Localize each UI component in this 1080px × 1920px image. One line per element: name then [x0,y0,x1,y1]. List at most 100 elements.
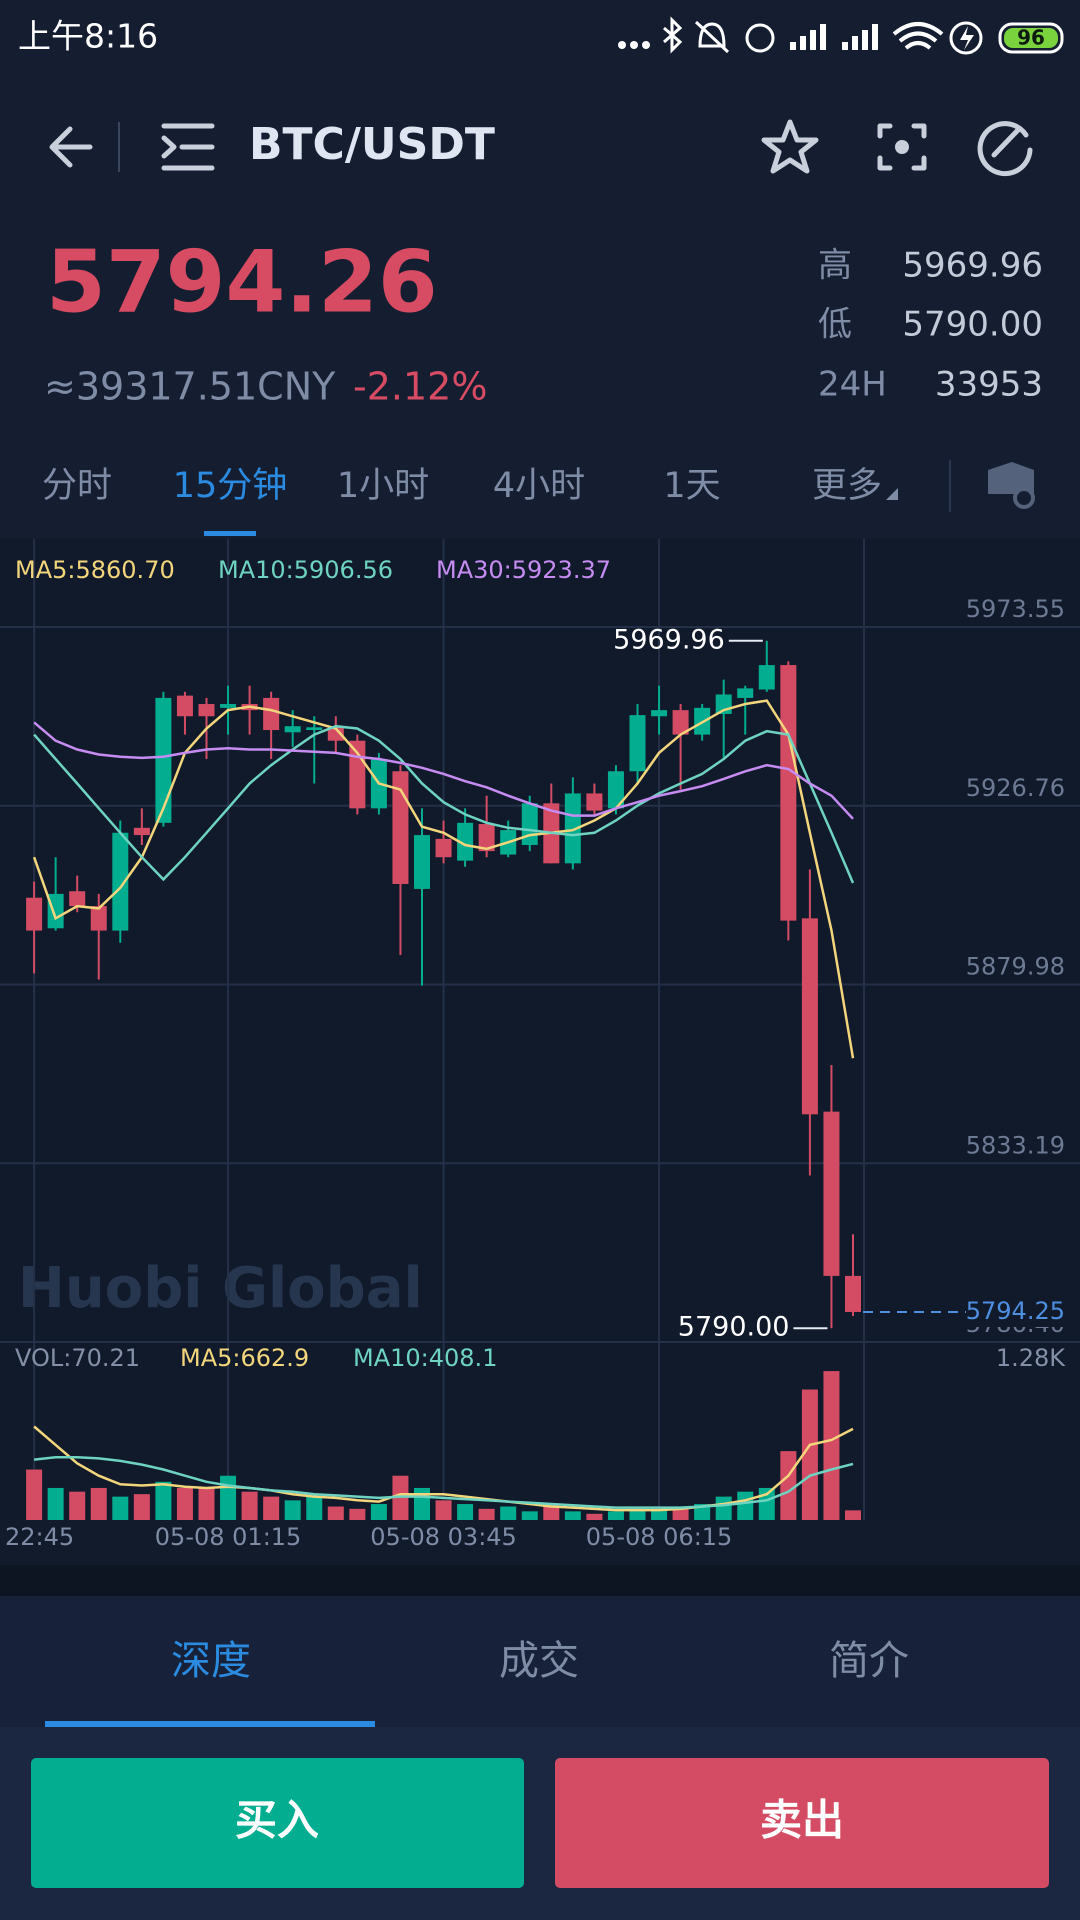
kline-chart: Huobi Global 5973.55 5926.76 5879.98 5833.19… [0,539,1080,1551]
volume-tick-label: 1.28K [996,1344,1066,1372]
stat-label: 低 [818,305,852,345]
ma-line [33,721,854,820]
y-tick-label: 5926.76 [966,774,1065,802]
volume-bar [801,1389,818,1520]
bottom-tab[interactable]: 简介 [829,1638,909,1684]
top-background [0,0,1080,539]
volume-bar [823,1371,840,1520]
tab-background [0,1596,1080,1727]
share-button[interactable] [977,121,1033,177]
favorite-button[interactable] [761,119,819,174]
volume-legend-entry: MA10:408.1 [353,1344,497,1372]
x-tick-label: 22:45 [5,1523,74,1551]
candle-body [845,1275,861,1312]
scan-dot [895,140,909,154]
axis-strip [0,1520,1080,1565]
period-tab[interactable]: 分时 [42,466,112,506]
battery-level [1004,28,1058,48]
candle-body [155,697,172,823]
period-tabs: 分时 15分钟 1小时 4小时 1天 更多 [42,466,898,536]
volume-bar [414,1487,430,1520]
period-tab[interactable]: 1小时 [337,466,429,506]
gear [1013,487,1035,509]
separator [0,1565,1080,1596]
volume-bar [176,1487,193,1520]
bottom-tab[interactable]: 深度 [171,1638,251,1684]
period-tab[interactable]: 1天 [663,466,720,506]
candle-body [414,835,430,889]
volume-bar [845,1510,861,1520]
annotation-label: 5969.96 [613,624,725,655]
candle-body [198,704,215,717]
volume-bar [521,1511,538,1520]
chart-background [0,539,1080,1520]
menu-button[interactable] [161,123,215,171]
volume-bar [780,1451,797,1520]
volume-legend-entry: MA5:662.9 [180,1344,309,1372]
volume-bar [543,1504,560,1520]
alarm-icon [745,23,775,53]
candle-body [629,715,646,772]
stat-label: 24H [818,365,887,405]
sell-button[interactable] [555,1758,1049,1888]
volume-bar [133,1494,150,1520]
stat-label: 高 [818,246,852,286]
candle-body [112,832,129,931]
candle-body [263,697,280,731]
volume-bar [69,1491,86,1520]
dot [618,41,626,49]
volume-bar [306,1496,323,1520]
volume-bar [737,1491,754,1520]
volume-bar [586,1513,603,1520]
volume-bar [284,1500,301,1520]
battery-outline [998,22,1064,54]
volume-bar [263,1496,280,1520]
volume-bar [370,1504,387,1520]
signal-icon [842,24,878,50]
volume-bar [651,1510,668,1520]
candle-body [801,918,818,1115]
candle-body [133,827,150,836]
buy-button[interactable] [31,1758,524,1888]
volume-ma-line [33,1455,854,1509]
candle-body [672,710,689,735]
chart-settings-button[interactable] [988,462,1034,494]
back-button[interactable] [49,126,93,168]
pair-title: BTC/USDT [249,119,495,170]
bottom-tab[interactable]: 成交 [499,1638,579,1684]
candle-body [349,740,366,809]
candle-body [220,704,237,708]
x-tick-label: 05-08 01:15 [155,1523,302,1551]
volume-label: VOL:70.21 [15,1344,140,1372]
candle-body [457,822,474,861]
volume-bar [500,1506,517,1520]
y-tick-label: 5879.98 [966,953,1065,981]
candle-body [284,726,301,733]
volume-bar [327,1506,344,1520]
volume-bar [220,1475,237,1520]
stats: 高 5969.96 低 5790.00 24H 33953 [818,246,1043,405]
wifi-icon [892,22,944,50]
scan-button[interactable] [877,123,927,171]
candle-body [521,803,538,845]
ma-line [33,724,855,884]
sell-label: 卖出 [760,1796,844,1845]
candle-body [176,695,193,717]
period-underline [204,531,256,536]
volume-bar [715,1496,732,1520]
ma-line [32,699,855,1059]
candle-body [823,1111,840,1276]
candle-body [47,893,64,929]
period-tab[interactable]: 更多 [812,466,882,506]
mute-icon [694,20,730,54]
last-price-box [966,1297,1068,1328]
candle-body [306,727,323,731]
more-arrow [886,488,898,500]
legend-entry: MA10:5906.56 [218,556,393,584]
period-tab[interactable]: 15分钟 [173,466,288,506]
candle-body [780,665,797,921]
candle-body [607,771,624,809]
period-tab[interactable]: 4小时 [493,466,585,506]
bottom-tab-underline [45,1721,375,1727]
